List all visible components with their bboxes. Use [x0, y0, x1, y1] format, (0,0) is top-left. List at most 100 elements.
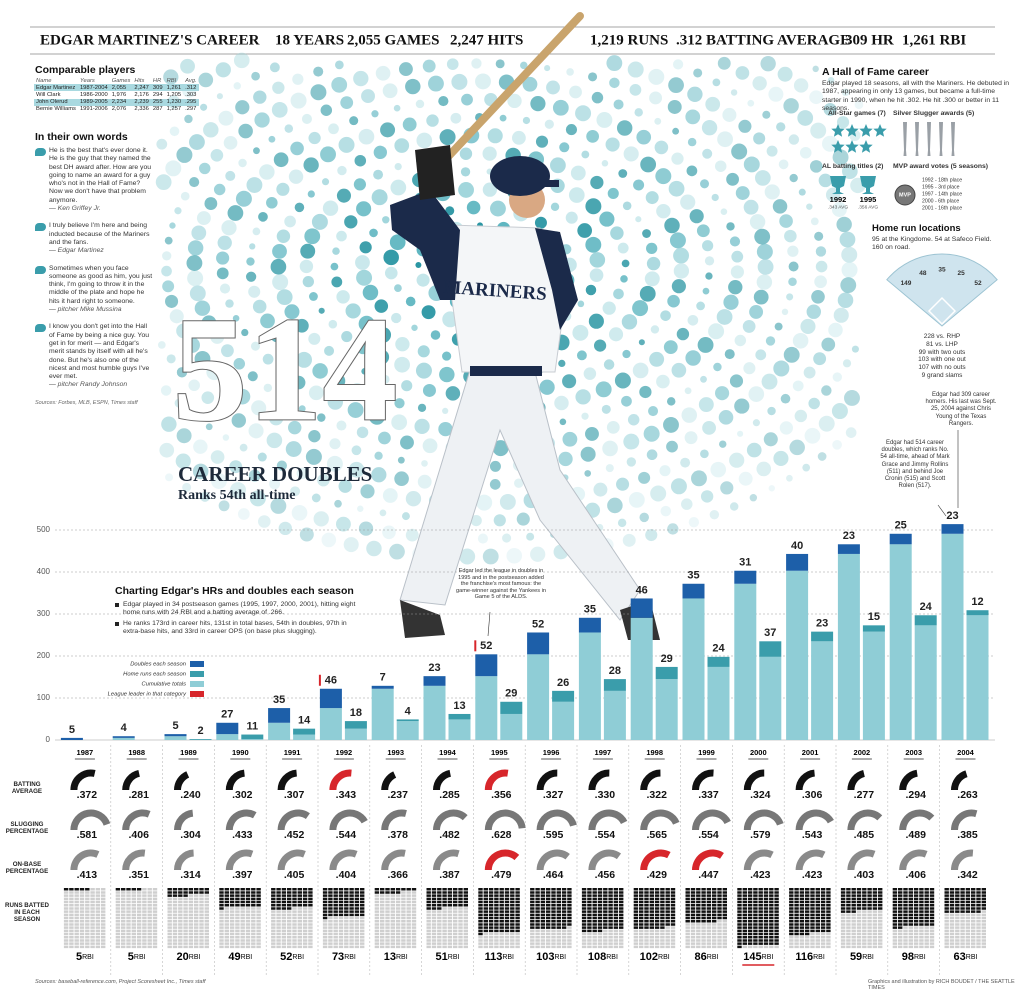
decor-dot [646, 449, 658, 461]
mvp-label: MVP award votes (5 seasons) [893, 163, 989, 170]
title-avg: .343 AVG [828, 204, 848, 210]
decor-dot [687, 86, 703, 102]
table-row: Will Clark 1986-2000 1,976 2,176 294 1,205.30… [34, 91, 199, 98]
gauge-arc [899, 769, 918, 791]
decor-dot [667, 523, 679, 535]
decor-dot [382, 525, 396, 540]
decor-dot [417, 345, 430, 358]
decor-dot [635, 216, 642, 223]
decor-dot [522, 116, 531, 125]
season-bar [603, 679, 626, 691]
decor-dot [276, 289, 293, 306]
gauge-label: .554 [698, 829, 719, 841]
value-label: 15 [868, 611, 880, 623]
decor-dot [632, 362, 649, 379]
rbi-cells [789, 888, 831, 936]
gauge-arc [743, 849, 774, 871]
decor-dot [358, 128, 375, 145]
decor-dot [506, 547, 523, 564]
decor-dot [232, 314, 240, 322]
decor-dot [821, 135, 838, 152]
hr-split: 228 vs. RHP [923, 333, 961, 340]
decor-dot [189, 177, 200, 188]
decor-dot [648, 68, 665, 85]
rbi-cells [374, 888, 417, 894]
y-tick-label: 200 [37, 651, 51, 660]
decor-dot [438, 95, 449, 107]
decor-dot [471, 58, 482, 69]
season-bar [655, 666, 678, 680]
value-label: 12 [971, 596, 983, 608]
decor-dot [451, 73, 468, 90]
rbi-empty-cells [167, 894, 209, 949]
decor-dot [200, 103, 208, 111]
gauge-arc [951, 849, 974, 871]
decor-dot [781, 308, 789, 316]
decor-dot [622, 201, 632, 211]
gauge-label: .544 [336, 829, 357, 841]
decor-dot [698, 397, 714, 413]
decor-dot [842, 163, 858, 180]
legend-swatch [190, 661, 204, 667]
decor-dot [717, 56, 731, 70]
decor-dot [327, 394, 344, 410]
decor-dot [489, 479, 501, 490]
decor-dot [317, 413, 326, 422]
decor-dot [299, 527, 314, 542]
decor-dot [216, 251, 230, 265]
value-label: 13 [453, 700, 465, 712]
decor-dot [371, 391, 384, 404]
gauge-label: .307 [284, 789, 305, 801]
decor-dot [155, 174, 172, 191]
cumulative-bar [837, 553, 860, 740]
decor-dot [354, 154, 367, 167]
rbi-value: 86 [695, 951, 707, 963]
quote-text: Sometimes when you face someone as good … [49, 264, 153, 305]
decor-dot [613, 99, 624, 110]
decor-dot [176, 146, 193, 163]
decor-dot [311, 213, 328, 230]
decor-dot [230, 482, 247, 499]
decor-dot [475, 73, 491, 90]
decor-dot [213, 183, 226, 196]
decor-dot [606, 420, 620, 434]
decor-dot [839, 231, 856, 248]
value-label: 23 [946, 510, 958, 522]
decor-dot [356, 269, 373, 286]
decor-dot [535, 135, 549, 148]
rbi-label: 5RBI [76, 951, 94, 963]
decor-dot [176, 428, 192, 444]
decor-dot [779, 421, 793, 435]
gauge-label: .403 [854, 869, 875, 881]
gauge-label: .405 [284, 869, 305, 881]
decor-dot [731, 143, 748, 160]
decor-dot [648, 406, 659, 417]
decor-dot [609, 77, 620, 89]
decor-dot [235, 100, 250, 115]
decor-dot [626, 457, 636, 467]
gauge-arc [122, 769, 141, 791]
decor-dot [233, 358, 246, 370]
season-bar [630, 598, 653, 618]
header-stat: 2,055 GAMES [347, 32, 440, 48]
decor-dot [272, 274, 289, 291]
decor-dot [205, 423, 213, 431]
decor-dot [815, 246, 827, 257]
decor-dot [422, 59, 436, 73]
decor-dot [439, 129, 456, 146]
decor-dot [329, 438, 341, 450]
decor-dot [650, 325, 660, 334]
gauge-arc [174, 849, 195, 871]
decor-dot [461, 93, 473, 106]
decor-dot [534, 216, 547, 229]
gauge-label: .456 [595, 869, 616, 881]
decor-dot [617, 242, 629, 254]
gauge-arc [277, 769, 298, 791]
gauge-label: .285 [439, 789, 460, 801]
season-bar [941, 524, 964, 534]
value-label: 46 [636, 584, 648, 596]
decor-dot [391, 312, 402, 324]
decor-dot [530, 96, 546, 112]
gauge-arc [174, 809, 194, 831]
rbi-value: 145 [743, 951, 761, 963]
